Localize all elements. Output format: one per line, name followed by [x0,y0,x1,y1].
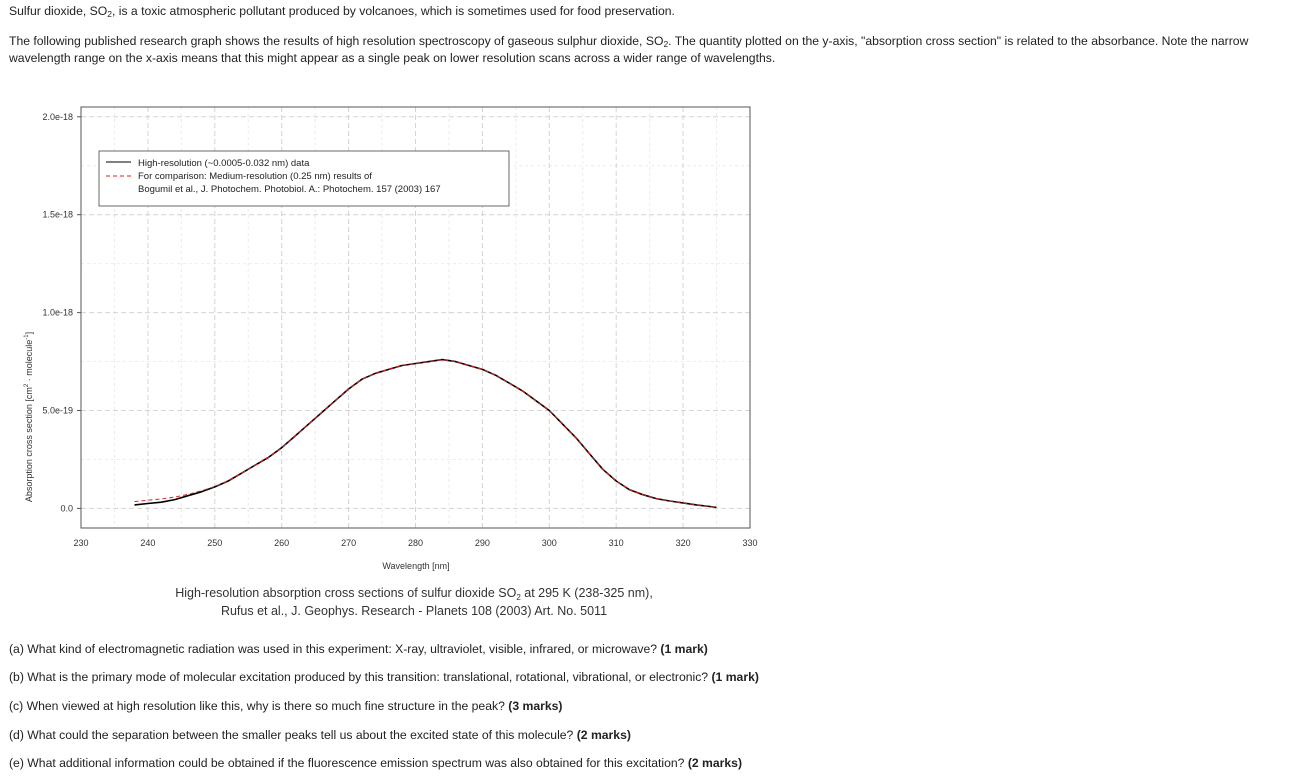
chart-caption-line2: Rufus et al., J. Geophys. Research - Pla… [221,604,607,618]
question-e: (e) What additional information could be… [9,756,743,770]
grid-lines [80,107,751,528]
subscript: 2 [663,39,669,49]
legend-entry-medium-res-line2: Bogumil et al., J. Photochem. Photobiol.… [138,184,441,195]
intro-paragraph-2: The following published research graph s… [9,33,1289,67]
legend-entry-medium-res: For comparison: Medium-resolution (0.25 … [138,171,372,182]
x-tick-label: 310 [609,538,624,548]
y-tick-label: 5.0e-19 [42,406,73,416]
x-tick-label: 230 [73,538,88,548]
plot-frame [80,106,751,529]
y-tick-label: 0.0 [60,503,73,513]
y-tick-label: 1.5e-18 [42,210,73,220]
intro-text: The following published research graph s… [9,34,664,48]
intro-text: , is a toxic atmospheric pollutant produ… [111,4,675,18]
legend-box [98,150,510,207]
x-tick-label: 320 [676,538,691,548]
x-tick-label: 250 [207,538,222,548]
y-tick-label: 2.0e-18 [42,112,73,122]
data-layer [134,358,717,509]
legend-entry-high-res: High-resolution (~0.0005-0.032 nm) data [138,158,310,169]
x-tick-label: 300 [542,538,557,548]
x-axis-label: Wavelength [nm] [382,561,449,571]
intro-text: . The quantity plotted on the y-axis, "a… [9,34,1249,65]
series-high-resolution-line [134,358,717,509]
question-a: (a) What kind of electromagnetic radiati… [9,642,708,656]
x-tick-label: 240 [140,538,155,548]
x-tick-label: 260 [274,538,289,548]
x-tick-label: 280 [408,538,423,548]
intro-text: Sulfur dioxide, SO [9,4,108,18]
axis-ticks: 230 240 250 260 270 280 290 300 310 320 330 0.0 5.0e… [42,112,757,548]
intro-paragraph-1: Sulfur dioxide, SO2, is a toxic atmosphe… [9,3,675,20]
x-tick-label: 330 [742,538,757,548]
x-tick-label: 270 [341,538,356,548]
question-b: (b) What is the primary mode of molecula… [9,670,759,684]
subscript: 2 [107,9,112,19]
legend: High-resolution (~0.0005-0.032 nm) data … [98,150,510,207]
y-tick-label: 1.0e-18 [42,308,73,318]
chart-caption-line1: High-resolution absorption cross section… [175,586,653,602]
x-tick-label: 290 [475,538,490,548]
series-medium-resolution-line [134,359,717,508]
spectrum-chart: 230 240 250 260 270 280 290 300 310 320 330 0.0 5.0e… [24,106,758,618]
question-c: (c) When viewed at high resolution like … [9,699,563,713]
y-axis-label: Absorption cross section [cm2 · molecule… [24,332,34,502]
question-d: (d) What could the separation between th… [9,728,631,742]
